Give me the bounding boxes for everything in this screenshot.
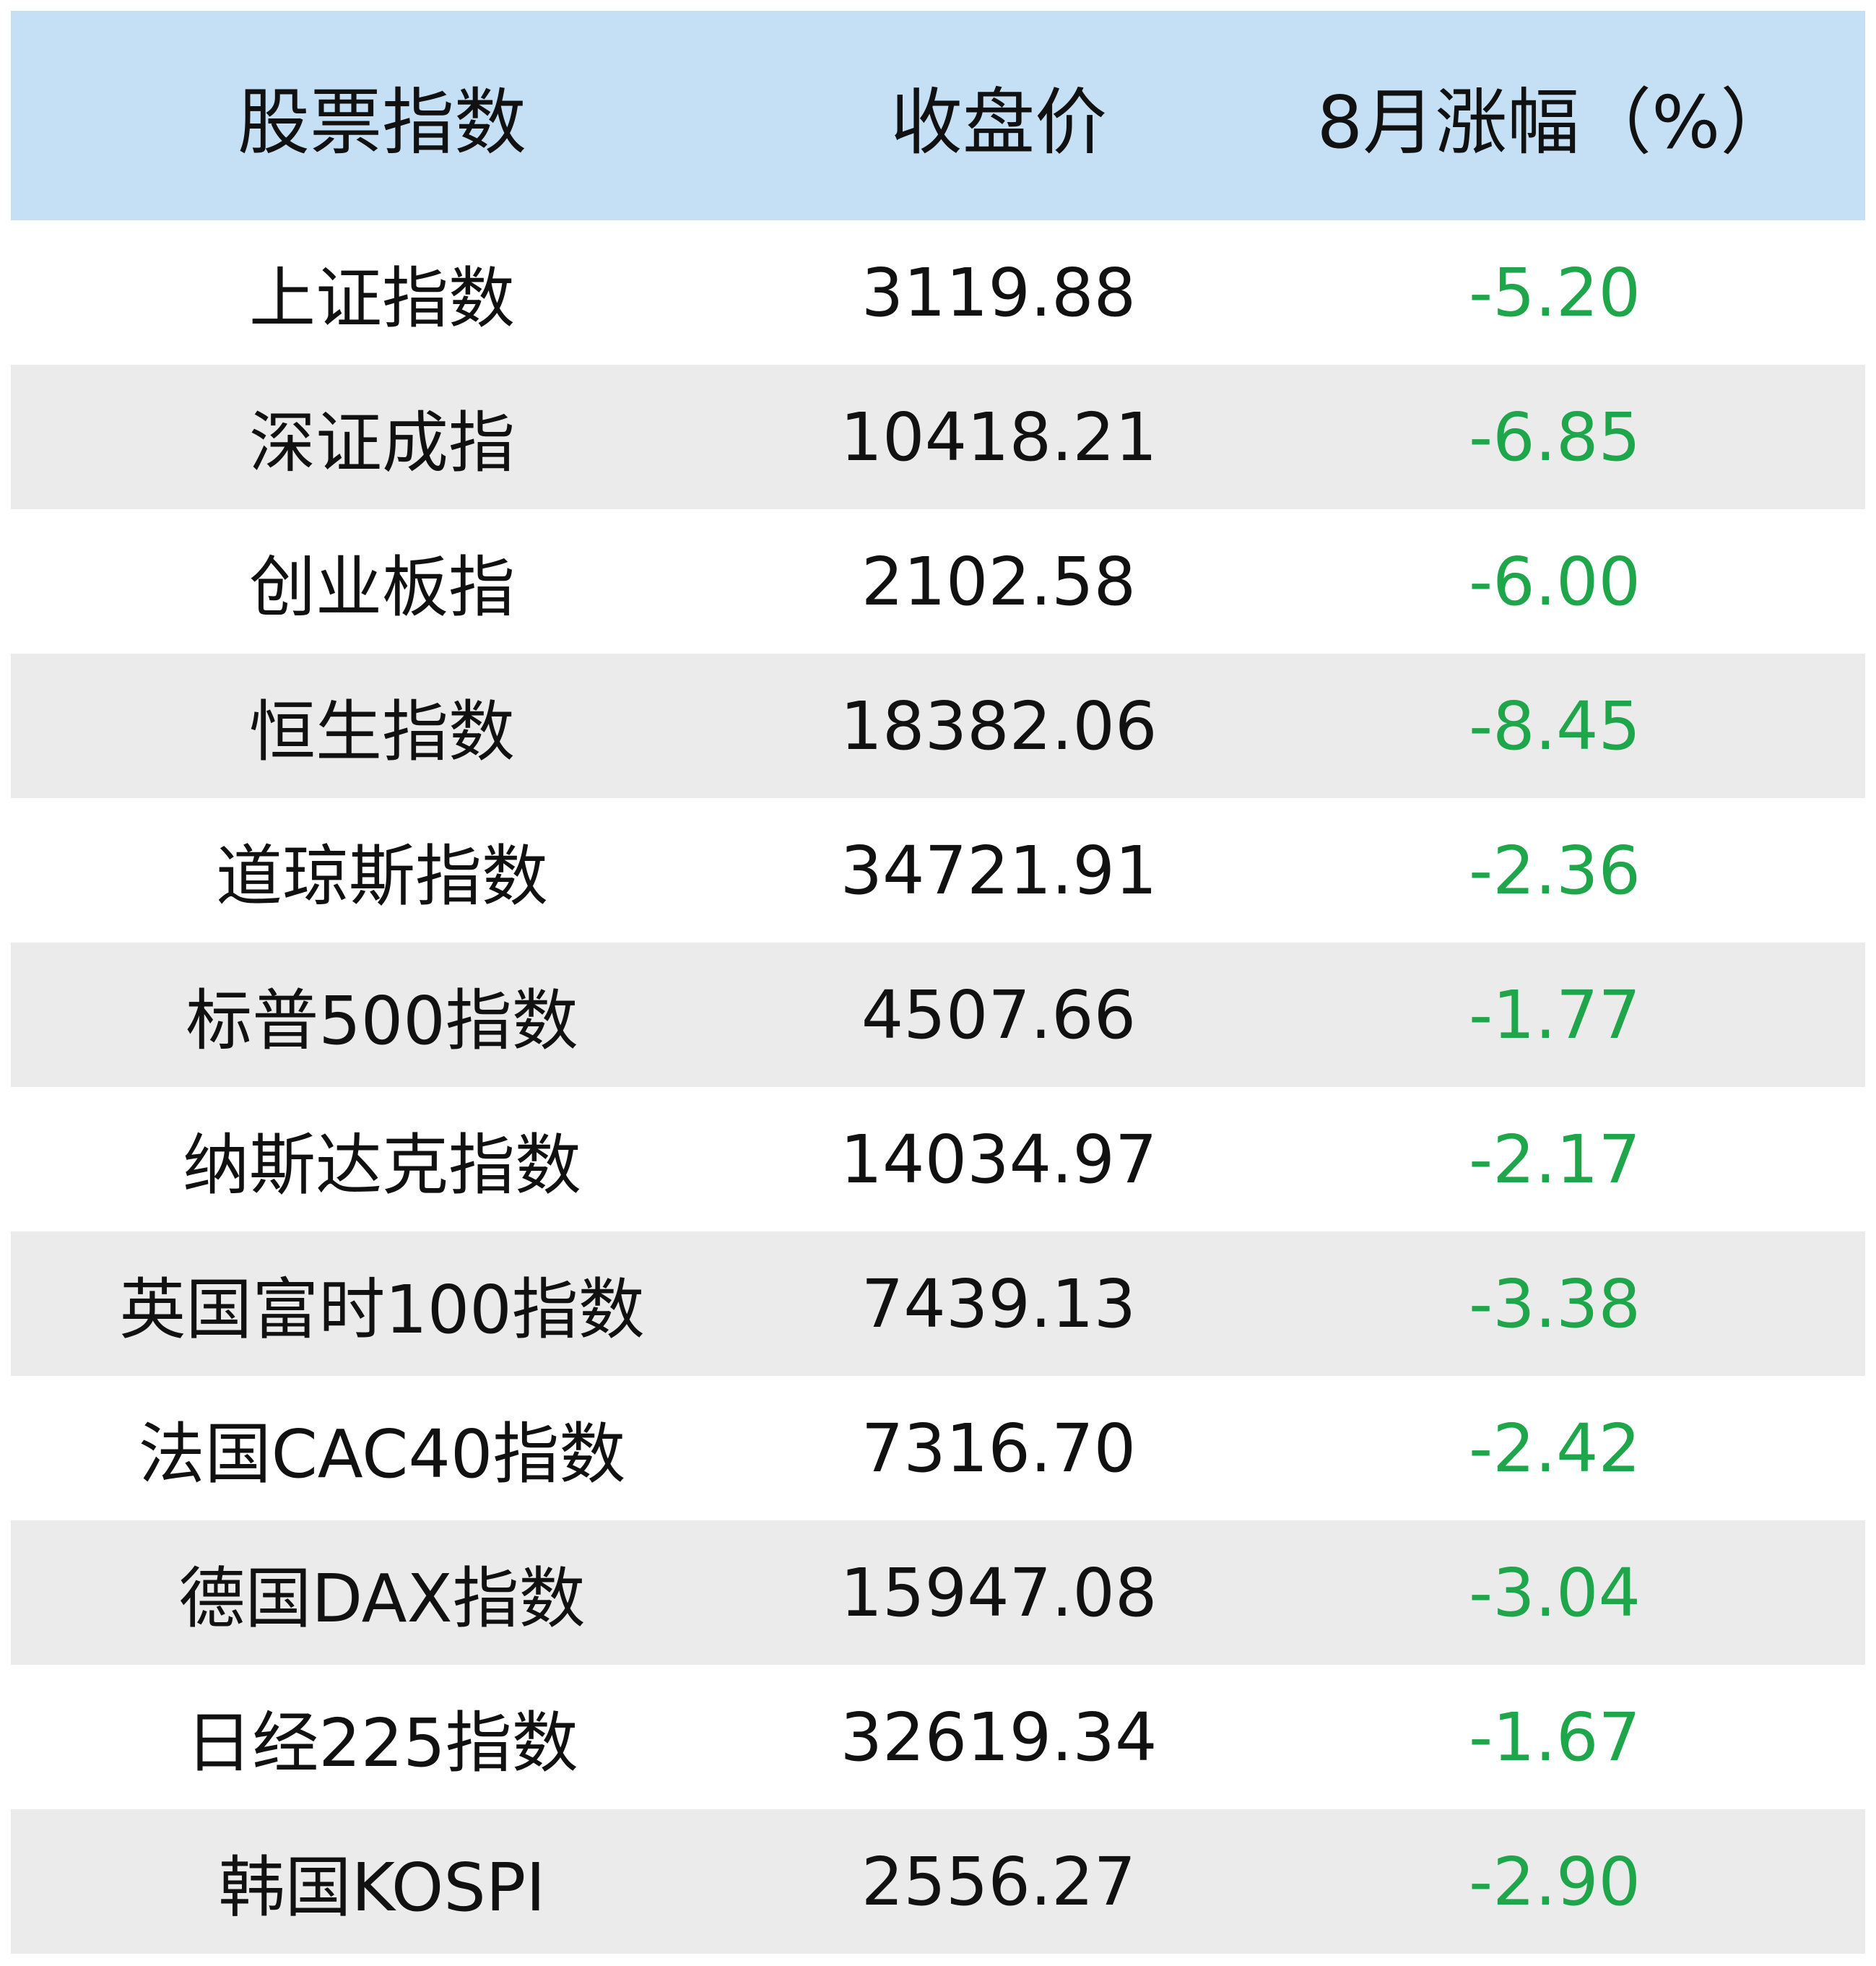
stock-index-table: 股票指数 收盘价 8月涨幅（%） 上证指数 3119.88 -5.20 深证成指 104…: [11, 11, 1865, 1954]
change-percent-cell: -3.04: [1244, 1520, 1865, 1665]
change-percent-cell: -8.45: [1244, 654, 1865, 798]
close-price-cell: 18382.06: [753, 654, 1244, 798]
close-price-cell: 7316.70: [753, 1376, 1244, 1520]
change-percent-cell: -1.77: [1244, 943, 1865, 1087]
table-row: 韩国KOSPI 2556.27 -2.90: [11, 1809, 1865, 1954]
index-name-cell: 日经225指数: [11, 1665, 753, 1809]
close-price-cell: 7439.13: [753, 1231, 1244, 1376]
index-name-cell: 英国富时100指数: [11, 1231, 753, 1376]
header-index: 股票指数: [11, 11, 753, 220]
header-row: 股票指数 收盘价 8月涨幅（%）: [11, 11, 1865, 220]
table-row: 德国DAX指数 15947.08 -3.04: [11, 1520, 1865, 1665]
table-row: 创业板指 2102.58 -6.00: [11, 509, 1865, 654]
close-price-cell: 15947.08: [753, 1520, 1244, 1665]
index-name-cell: 上证指数: [11, 220, 753, 365]
table-row: 深证成指 10418.21 -6.85: [11, 365, 1865, 509]
table-row: 纳斯达克指数 14034.97 -2.17: [11, 1087, 1865, 1231]
change-percent-cell: -6.85: [1244, 365, 1865, 509]
change-percent-cell: -1.67: [1244, 1665, 1865, 1809]
change-percent-cell: -2.36: [1244, 798, 1865, 943]
close-price-cell: 14034.97: [753, 1087, 1244, 1231]
index-name-cell: 恒生指数: [11, 654, 753, 798]
table-row: 道琼斯指数 34721.91 -2.36: [11, 798, 1865, 943]
close-price-cell: 10418.21: [753, 365, 1244, 509]
table-header: 股票指数 收盘价 8月涨幅（%）: [11, 11, 1865, 220]
close-price-cell: 2102.58: [753, 509, 1244, 654]
header-close-price: 收盘价: [753, 11, 1244, 220]
index-name-cell: 创业板指: [11, 509, 753, 654]
table-body: 上证指数 3119.88 -5.20 深证成指 10418.21 -6.85 创业板指 210…: [11, 220, 1865, 1954]
index-name-cell: 韩国KOSPI: [11, 1809, 753, 1954]
change-percent-cell: -2.42: [1244, 1376, 1865, 1520]
index-name-cell: 标普500指数: [11, 943, 753, 1087]
index-name-cell: 德国DAX指数: [11, 1520, 753, 1665]
index-name-cell: 纳斯达克指数: [11, 1087, 753, 1231]
index-name-cell: 深证成指: [11, 365, 753, 509]
table-row: 英国富时100指数 7439.13 -3.38: [11, 1231, 1865, 1376]
close-price-cell: 34721.91: [753, 798, 1244, 943]
change-percent-cell: -2.17: [1244, 1087, 1865, 1231]
close-price-cell: 2556.27: [753, 1809, 1244, 1954]
index-name-cell: 法国CAC40指数: [11, 1376, 753, 1520]
close-price-cell: 4507.66: [753, 943, 1244, 1087]
table-row: 法国CAC40指数 7316.70 -2.42: [11, 1376, 1865, 1520]
close-price-cell: 3119.88: [753, 220, 1244, 365]
change-percent-cell: -3.38: [1244, 1231, 1865, 1376]
table-row: 上证指数 3119.88 -5.20: [11, 220, 1865, 365]
change-percent-cell: -6.00: [1244, 509, 1865, 654]
close-price-cell: 32619.34: [753, 1665, 1244, 1809]
change-percent-cell: -5.20: [1244, 220, 1865, 365]
table-row: 恒生指数 18382.06 -8.45: [11, 654, 1865, 798]
change-percent-cell: -2.90: [1244, 1809, 1865, 1954]
table-row: 标普500指数 4507.66 -1.77: [11, 943, 1865, 1087]
table-row: 日经225指数 32619.34 -1.67: [11, 1665, 1865, 1809]
index-name-cell: 道琼斯指数: [11, 798, 753, 943]
header-august-change: 8月涨幅（%）: [1244, 11, 1865, 220]
